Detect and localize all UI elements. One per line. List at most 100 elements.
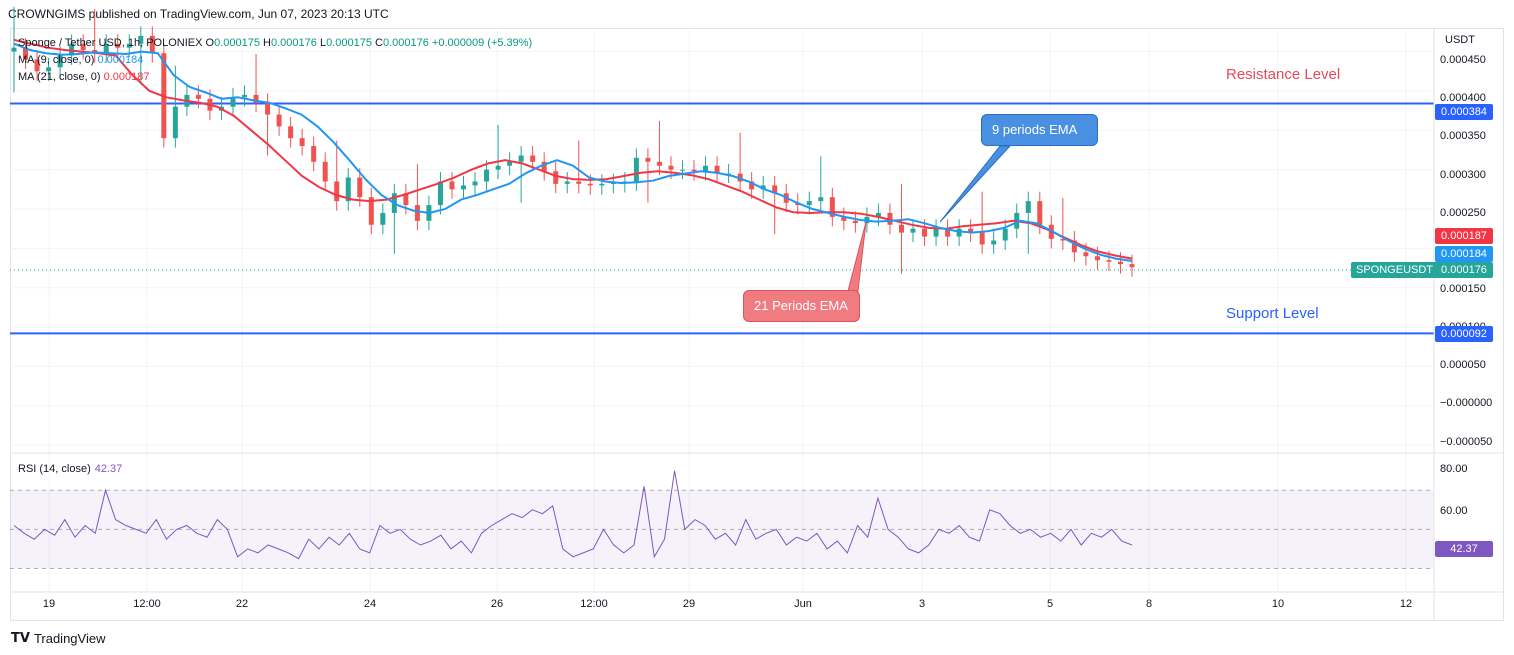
- candle-body: [57, 55, 63, 68]
- legend-ma21-label[interactable]: MA (21, close, 0): [18, 71, 101, 83]
- legend-l-value: 0.000175: [326, 37, 372, 49]
- time-tick: 12:00: [580, 598, 608, 610]
- legend-ma9-value: 0.000184: [97, 54, 144, 66]
- price-tick: −0.000050: [1440, 436, 1493, 448]
- candle-body: [1106, 260, 1112, 262]
- candle-body: [553, 171, 559, 184]
- grid: [10, 28, 1434, 592]
- candle-body: [80, 43, 86, 51]
- candle-body: [991, 240, 997, 245]
- candle-body: [345, 177, 351, 202]
- candle-body: [311, 146, 317, 162]
- candle-body: [945, 228, 951, 237]
- candle-body: [875, 212, 881, 217]
- candle-body: [11, 47, 17, 52]
- rsi-pane: [10, 470, 1434, 570]
- candle-body: [322, 161, 328, 182]
- candle-body: [1060, 238, 1066, 241]
- candle-body: [1071, 240, 1077, 253]
- ema9-pointer: [939, 145, 1012, 223]
- time-tick: 3: [918, 598, 926, 610]
- rsi-tick: 60.00: [1440, 505, 1468, 517]
- legend-o-label: O: [205, 37, 215, 49]
- price-tick: 0.000300: [1440, 169, 1486, 181]
- candle-body: [495, 165, 501, 170]
- candle-body: [507, 161, 513, 166]
- candle-body: [414, 205, 420, 221]
- tradingview-logo[interactable]: 𝗧𝗩 TradingView: [11, 630, 105, 646]
- candle-body: [242, 94, 248, 98]
- rsi-line: [13, 470, 1133, 560]
- price-tick: 0.000250: [1440, 207, 1486, 219]
- resistance-level-label[interactable]: Resistance Level: [1226, 66, 1341, 83]
- candle-body: [368, 197, 374, 225]
- candle-body: [1117, 261, 1123, 265]
- price-tick: 0.000350: [1440, 130, 1486, 142]
- candle-body: [449, 181, 455, 190]
- rsi-tick: 80.00: [1440, 463, 1468, 475]
- time-tick: Jun: [794, 598, 812, 610]
- candle-body: [703, 165, 709, 172]
- candle-body: [898, 224, 904, 233]
- candle-body: [922, 228, 928, 237]
- candle-body: [599, 183, 605, 186]
- legend-l-label: L: [319, 37, 327, 49]
- candle-body: [380, 212, 386, 225]
- legend-h-value: 0.000176: [270, 37, 317, 49]
- time-tick: 29: [682, 598, 696, 610]
- ema9-callout[interactable]: 9 periods EMA: [981, 114, 1098, 146]
- candle-body: [149, 35, 155, 54]
- legend-ma9-label[interactable]: MA (9, close, 0): [18, 54, 95, 66]
- candle-body: [956, 228, 962, 237]
- candle-body: [115, 43, 121, 48]
- horizontal-levels: [10, 102, 1434, 335]
- legend-c-label: C: [375, 37, 383, 49]
- candle-body: [23, 47, 29, 60]
- support-level-label[interactable]: Support Level: [1226, 305, 1319, 322]
- price-tick: 0.000450: [1440, 54, 1486, 66]
- candle-body: [46, 67, 52, 72]
- publish-caption: CROWNGIMS published on TradingView.com, …: [8, 7, 389, 21]
- candle-body: [852, 220, 858, 224]
- candle-body: [195, 94, 201, 99]
- candle-body: [530, 155, 536, 162]
- candle-body: [403, 193, 409, 206]
- price-tick: 0.000050: [1440, 359, 1486, 371]
- price-tick: 0.000400: [1440, 92, 1486, 104]
- candle-body: [357, 177, 363, 198]
- time-tick: 12: [1399, 598, 1413, 610]
- candle-body: [645, 157, 651, 162]
- chart-frame[interactable]: [10, 28, 1504, 621]
- rsi-value: 42.37: [94, 463, 123, 475]
- ema21-callout[interactable]: 21 Periods EMA: [743, 290, 860, 322]
- candle-body: [253, 94, 259, 103]
- candle-body: [564, 181, 570, 184]
- candle-body: [910, 228, 916, 233]
- candle-body: [829, 197, 835, 217]
- candle-body: [103, 43, 109, 54]
- ma9-line: [13, 42, 1133, 262]
- candle-body: [841, 216, 847, 221]
- rsi-label[interactable]: RSI (14, close): [18, 463, 91, 475]
- candle-body: [1129, 264, 1135, 268]
- candle-body: [288, 126, 294, 139]
- candle-body: [1002, 228, 1008, 241]
- candle-body: [726, 173, 732, 175]
- candle-body: [749, 181, 755, 190]
- candle-body: [138, 35, 144, 44]
- rsi-legend: RSI (14, close) 42.37: [18, 463, 122, 475]
- ema21-pointer: [847, 221, 867, 292]
- legend-ma21-row: MA (21, close, 0) 0.000187: [18, 69, 532, 86]
- candle-body: [230, 97, 236, 107]
- callout-pointers: [847, 145, 1012, 292]
- time-tick: 26: [490, 598, 504, 610]
- candle-body: [1094, 256, 1100, 261]
- legend-change: +0.000009 (+5.39%): [431, 37, 533, 49]
- legend-ohlc-row: Sponge / Tether USD, 1h, POLONIEX O 0.000…: [18, 35, 532, 52]
- legend-h-label: H: [263, 37, 271, 49]
- legend-symbol[interactable]: Sponge / Tether USD, 1h, POLONIEX: [18, 37, 203, 49]
- time-tick: 10: [1271, 598, 1285, 610]
- candle-body: [968, 228, 974, 233]
- candle-body: [1025, 201, 1031, 213]
